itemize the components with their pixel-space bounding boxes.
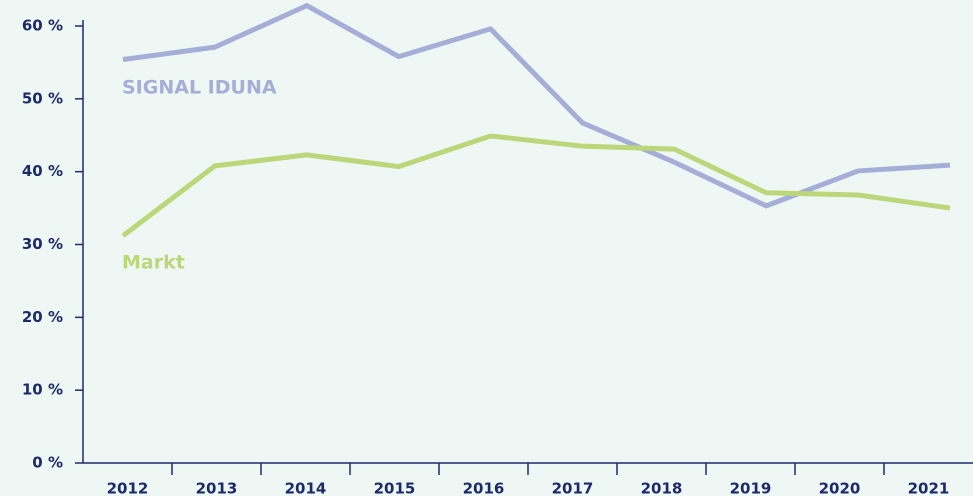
y-tick-label: 40 % — [22, 162, 63, 180]
x-tick-label: 2020 — [819, 480, 861, 496]
x-tick-label: 2019 — [730, 480, 772, 496]
y-tick-label: 60 % — [22, 17, 63, 35]
x-tick-label: 2014 — [285, 480, 327, 496]
series-label: Markt — [122, 252, 185, 274]
x-tick-label: 2017 — [552, 480, 594, 496]
y-tick-label: 50 % — [22, 89, 63, 107]
x-tick-label: 2021 — [908, 480, 950, 496]
y-tick-label: 10 % — [22, 381, 63, 399]
y-tick-label: 20 % — [22, 308, 63, 326]
x-tick-label: 2015 — [374, 480, 416, 496]
x-tick-label: 2016 — [463, 480, 505, 496]
series-label: SIGNAL IDUNA — [122, 77, 277, 99]
y-tick-label: 0 % — [32, 454, 63, 472]
x-tick-label: 2012 — [107, 480, 149, 496]
x-tick-label: 2013 — [196, 480, 238, 496]
y-tick-label: 30 % — [22, 235, 63, 253]
series-line — [122, 3, 951, 209]
x-tick-label: 2018 — [641, 480, 683, 496]
series-line — [121, 133, 951, 238]
